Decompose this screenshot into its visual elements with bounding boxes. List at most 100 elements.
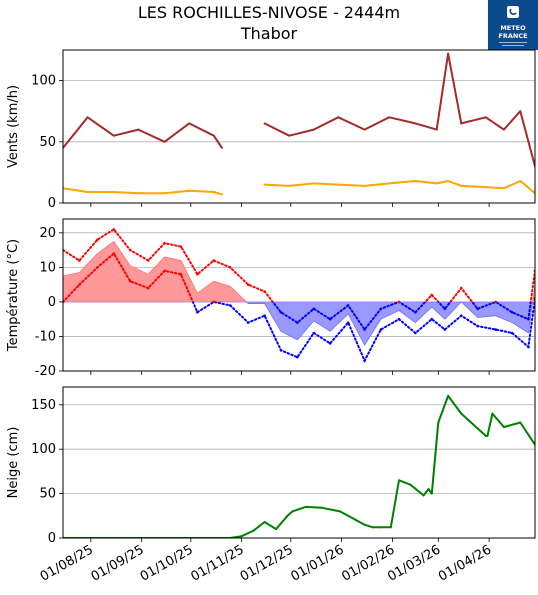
temp-max-point (363, 328, 366, 331)
chart-title: LES ROCHILLES-NIVOSE - 2444m Thabor (0, 2, 538, 44)
data-point-depth (491, 412, 494, 415)
temp-min-point (112, 252, 116, 255)
data-point-gust (388, 116, 391, 119)
data-point-gust (435, 128, 438, 131)
y-tick-label: 0 (48, 196, 56, 211)
data-point-mean (435, 182, 438, 185)
temp-max-point (414, 310, 417, 314)
data-point-mean (460, 184, 463, 187)
y-axis-label: Température (°C) (6, 239, 21, 352)
series-line-gust (63, 52, 535, 167)
temp-min-point (128, 279, 132, 283)
panel-frame (62, 218, 536, 372)
temp-max-point (212, 259, 216, 262)
data-point-mean (519, 179, 522, 182)
temp-max-point (179, 245, 183, 248)
logo-tagline-mark (499, 42, 527, 43)
temp-max-point (96, 238, 99, 242)
temp-max-point (196, 272, 199, 276)
data-point-depth (519, 421, 522, 424)
title-station: LES ROCHILLES-NIVOSE - 2444m (137, 3, 401, 22)
data-point-depth (291, 510, 294, 513)
logo-emblem-icon (507, 6, 519, 18)
y-tick-label: 100 (31, 442, 56, 457)
data-point-gust (519, 110, 522, 113)
x-tick-label: 01/10/25 (138, 542, 196, 584)
temp-max-point (263, 290, 266, 293)
data-point-depth (338, 510, 341, 513)
temp-min-point (379, 328, 383, 331)
data-point-mean (363, 184, 366, 187)
data-point-depth (389, 526, 392, 529)
data-point-mean (502, 187, 505, 190)
temp-min-point (96, 266, 99, 269)
temp-max-point (279, 310, 283, 314)
y-tick-label: 20 (39, 226, 56, 241)
series-line-mean (63, 180, 535, 196)
temp-max-point (112, 228, 116, 231)
temp-min-series-line (63, 301, 535, 363)
logo-tagline-mark (502, 45, 524, 46)
temp-min-below-group (63, 301, 535, 363)
y-axis-label: Neige (cm) (6, 427, 21, 499)
temp-min-series-line (63, 251, 535, 302)
plot-area (63, 52, 535, 196)
x-tick-label: 01/12/25 (238, 542, 296, 584)
temp-max-below-group (271, 301, 532, 332)
data-point-gust (502, 128, 505, 131)
data-point-depth (460, 412, 463, 415)
plot-area (63, 228, 535, 363)
data-point-depth (447, 394, 450, 397)
temp-min-point (228, 304, 232, 307)
y-tick-label: 150 (31, 398, 56, 413)
temp-min-point (459, 314, 463, 318)
y-tick-label: 50 (39, 487, 56, 502)
temp-min-point (476, 324, 479, 328)
data-point-gust (460, 122, 463, 125)
data-point-gust (188, 122, 191, 125)
temp-min-point (163, 269, 166, 273)
data-point-depth (252, 529, 255, 532)
temp-min-above-group (63, 251, 535, 302)
temp-min-point (146, 286, 150, 290)
temp-min-point (430, 317, 434, 321)
x-tick-label: 01/11/25 (189, 542, 247, 584)
panel-frame (62, 386, 536, 539)
data-point-mean (447, 179, 450, 182)
data-point-mean (212, 190, 215, 193)
plot-area (63, 394, 535, 538)
temp-min-point (263, 314, 266, 318)
data-point-gust (163, 140, 166, 143)
negative-fill-group (63, 301, 535, 346)
data-point-mean (388, 182, 391, 185)
temp-max-point (228, 266, 232, 269)
logo-graphic: METEO FRANCE (498, 6, 528, 46)
x-tick-label: 01/03/26 (385, 542, 443, 584)
data-point-mean (263, 183, 266, 186)
temp-max-point (346, 304, 350, 307)
logo-swirl-icon (509, 8, 517, 15)
data-point-gust (337, 116, 340, 119)
data-point-depth (422, 494, 425, 497)
data-point-depth (437, 421, 440, 424)
temp-max-point (296, 321, 299, 324)
title-massif: Thabor (240, 24, 298, 43)
x-tick-label: 01/04/26 (436, 542, 494, 584)
data-point-mean (288, 184, 291, 187)
temperature-positive-fill (63, 240, 535, 302)
temp-min-point (363, 359, 366, 362)
data-point-depth (240, 535, 243, 538)
y-tick-label: 100 (31, 74, 56, 89)
temp-min-point (510, 331, 514, 335)
temp-min-point (78, 283, 81, 286)
data-point-depth (275, 528, 278, 531)
temp-min-point (312, 331, 316, 335)
data-point-gust (447, 52, 450, 55)
series-line-depth (63, 394, 535, 538)
data-point-depth (355, 519, 358, 522)
temp-min-point (296, 355, 299, 359)
x-tick-label: 01/09/25 (89, 542, 147, 584)
temp-min-point (246, 321, 250, 324)
data-point-mean (220, 193, 223, 196)
